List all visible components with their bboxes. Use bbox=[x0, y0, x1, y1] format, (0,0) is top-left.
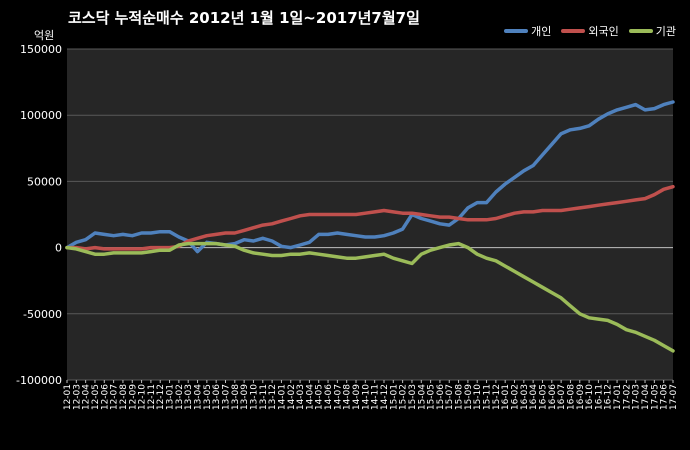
legend: 개인 외국인 기관 bbox=[504, 23, 676, 39]
x-axis: 12-01 12-03 12-04 12-05 12-06 12-07 12-08 12-09… bbox=[63, 380, 679, 410]
x-tick-label: 14-06 bbox=[324, 384, 334, 410]
x-tick-label: 12-05 bbox=[91, 384, 101, 410]
y-axis-unit-label: 억원 bbox=[34, 29, 55, 42]
x-tick-label: 16-04 bbox=[529, 384, 539, 410]
x-tick-label: 16-10 bbox=[585, 384, 595, 410]
x-tick-label: 12-10 bbox=[138, 384, 148, 410]
x-tick-label: 12-12 bbox=[156, 384, 166, 410]
x-tick-label: 17-03 bbox=[632, 384, 642, 410]
y-tick-label: -100000 bbox=[16, 374, 62, 387]
x-tick-label: 12-01 bbox=[63, 384, 73, 410]
y-tick-label: -50000 bbox=[23, 308, 62, 321]
x-tick-label: 12-07 bbox=[110, 384, 120, 410]
y-tick-label: 50000 bbox=[27, 175, 62, 188]
x-tick-label: 15-07 bbox=[445, 384, 455, 410]
x-tick-label: 15-06 bbox=[436, 384, 446, 410]
legend-label-individual: 개인 bbox=[531, 25, 552, 38]
x-tick-label: 16-07 bbox=[557, 384, 567, 410]
legend-item-institution: 기관 bbox=[628, 23, 676, 39]
plot-area bbox=[67, 49, 673, 380]
x-tick-label: 13-09 bbox=[240, 384, 250, 410]
legend-label-institution: 기관 bbox=[655, 25, 676, 38]
gridlines bbox=[67, 48, 673, 381]
x-tick-label: 17-05 bbox=[650, 384, 660, 410]
x-tick-label: 13-01 bbox=[166, 384, 176, 410]
x-tick-label: 17-02 bbox=[622, 384, 632, 410]
x-tick-label: 13-11 bbox=[259, 384, 269, 410]
x-tick-label: 16-12 bbox=[604, 384, 614, 410]
x-tick-label: 15-09 bbox=[464, 384, 474, 410]
legend-swatch-foreign bbox=[561, 29, 586, 33]
legend-item-foreign: 외국인 bbox=[561, 23, 619, 39]
x-tick-label: 13-05 bbox=[203, 384, 213, 410]
x-tick-label: 15-10 bbox=[473, 384, 483, 410]
x-tick-label: 14-09 bbox=[352, 384, 362, 410]
x-tick-label: 13-02 bbox=[175, 384, 185, 410]
series-line-0 bbox=[65, 100, 675, 254]
x-tick-label: 14-10 bbox=[361, 384, 371, 410]
x-tick-label: 13-12 bbox=[268, 384, 278, 410]
x-tick-label: 16-05 bbox=[538, 384, 548, 410]
x-tick-label: 14-02 bbox=[287, 384, 297, 410]
x-tick-label: 16-11 bbox=[594, 384, 604, 410]
x-tick-label: 16-09 bbox=[576, 384, 586, 410]
x-tick-label: 15-01 bbox=[389, 384, 399, 410]
x-tick-label: 13-07 bbox=[221, 384, 231, 410]
series-line-2 bbox=[65, 241, 675, 353]
x-tick-label: 14-07 bbox=[333, 384, 343, 410]
x-tick-label: 13-03 bbox=[184, 384, 194, 410]
x-tick-label: 16-06 bbox=[548, 384, 558, 410]
x-tick-label: 12-06 bbox=[100, 384, 110, 410]
x-tick-label: 16-02 bbox=[511, 384, 521, 410]
x-tick-label: 12-04 bbox=[82, 384, 92, 410]
x-tick-label: 17-06 bbox=[660, 384, 670, 410]
series-line-1 bbox=[65, 184, 675, 251]
x-tick-label: 15-02 bbox=[399, 384, 409, 410]
x-tick-label: 14-05 bbox=[315, 384, 325, 410]
x-tick-label: 14-01 bbox=[277, 384, 287, 410]
chart-title: 코스닥 누적순매수 2012년 1월 1일~2017년7월7일 bbox=[68, 9, 420, 27]
x-tick-label: 15-08 bbox=[455, 384, 465, 410]
x-tick-label: 15-11 bbox=[483, 384, 493, 410]
x-tick-label: 16-01 bbox=[501, 384, 511, 410]
x-tick-label: 17-01 bbox=[613, 384, 623, 410]
x-tick-label: 12-03 bbox=[72, 384, 82, 410]
x-tick-label: 16-03 bbox=[520, 384, 530, 410]
x-tick-label: 14-03 bbox=[296, 384, 306, 410]
x-tick-label: 13-06 bbox=[212, 384, 222, 410]
x-tick-label: 12-09 bbox=[128, 384, 138, 410]
x-tick-label: 14-08 bbox=[343, 384, 353, 410]
y-tick-label: 0 bbox=[55, 242, 62, 255]
x-tick-label: 14-04 bbox=[305, 384, 315, 410]
x-tick-label: 14-11 bbox=[371, 384, 381, 410]
x-tick-label: 13-08 bbox=[231, 384, 241, 410]
legend-item-individual: 개인 bbox=[504, 23, 551, 39]
y-tick-label: 150000 bbox=[20, 43, 62, 56]
x-tick-label: 16-08 bbox=[566, 384, 576, 410]
y-tick-label: 100000 bbox=[20, 109, 62, 122]
x-tick-label: 13-04 bbox=[194, 384, 204, 410]
legend-label-foreign: 외국인 bbox=[588, 25, 619, 38]
x-tick-label: 17-07 bbox=[669, 384, 679, 410]
x-tick-label: 15-03 bbox=[408, 384, 418, 410]
y-axis: 150000 100000 50000 0 -50000 -100000 bbox=[16, 43, 62, 387]
legend-swatch-institution bbox=[628, 29, 653, 33]
x-tick-label: 12-08 bbox=[119, 384, 129, 410]
series bbox=[65, 100, 675, 353]
legend-swatch-individual bbox=[504, 29, 529, 33]
x-tick-label: 15-04 bbox=[417, 384, 427, 410]
x-tick-label: 12-11 bbox=[147, 384, 157, 410]
x-tick-label: 15-05 bbox=[427, 384, 437, 410]
x-tick-label: 17-04 bbox=[641, 384, 651, 410]
x-tick-label: 13-10 bbox=[249, 384, 259, 410]
x-tick-label: 15-12 bbox=[492, 384, 502, 410]
x-tick-label: 14-12 bbox=[380, 384, 390, 410]
